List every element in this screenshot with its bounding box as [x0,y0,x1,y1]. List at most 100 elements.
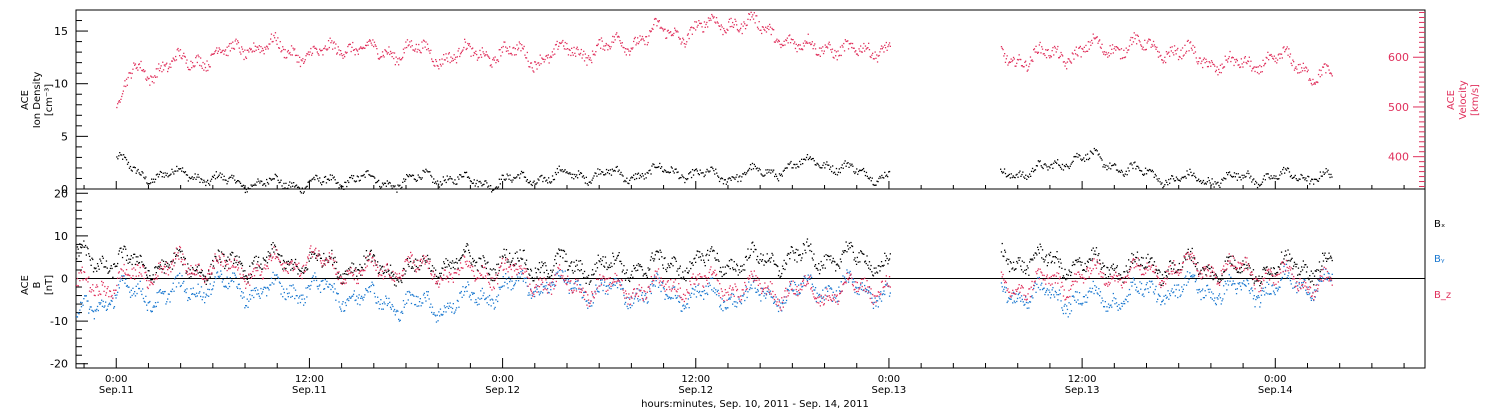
by-point [274,279,277,281]
velocity-point [742,25,744,27]
bx-point [1250,274,1252,276]
density-point [1046,166,1048,168]
velocity-point [516,44,518,46]
bx-point [1289,260,1292,262]
velocity-point [1262,59,1264,61]
density-point [1206,181,1208,183]
density-point [814,164,816,166]
velocity-point [1228,56,1230,58]
bx-point [219,258,221,260]
velocity-point [791,39,793,41]
density-point [613,169,615,172]
velocity-point [1122,57,1124,59]
velocity-point [348,43,351,45]
density-point [1026,178,1028,180]
bx-point [1000,251,1003,253]
bx-point [482,255,484,257]
bx-point [779,276,781,278]
by-point [615,277,617,280]
density-point [724,179,726,181]
by-point [169,301,171,303]
bx-point [720,271,722,273]
density-point [369,174,371,176]
velocity-point [1032,60,1034,62]
by-point [459,292,462,294]
density-point [405,178,407,181]
velocity-point [241,46,243,48]
bx-point [1152,264,1154,266]
density-point [741,176,743,178]
bx-point [605,262,607,264]
velocity-point [1321,74,1323,76]
bx-point [428,267,430,269]
by-point [670,297,673,299]
density-point [561,169,563,171]
bx-point [1161,284,1163,286]
velocity-point [792,39,794,41]
by-point [222,279,224,281]
by-point [722,310,724,312]
density-point [1272,177,1274,179]
velocity-point [1227,58,1230,60]
density-point [481,185,483,187]
bx-point [127,262,129,264]
velocity-point [419,51,421,53]
by-point [351,295,353,297]
velocity-point [1235,61,1237,63]
density-point [176,165,178,168]
velocity-point [521,44,523,46]
velocity-point [236,43,238,45]
by-point [145,295,147,297]
density-point [1194,175,1196,177]
velocity-point [1128,45,1131,47]
by-point [482,294,484,297]
bx-point [1011,268,1013,270]
velocity-point [624,48,627,50]
bx-point [827,254,829,257]
velocity-point [728,18,731,20]
by-point [458,306,460,308]
x-tick-time-label: 12:00 [681,374,710,385]
bx-point [1150,257,1152,259]
density-point [1109,162,1111,164]
velocity-point [1272,58,1275,60]
velocity-point [1268,59,1270,61]
density-point [782,170,784,172]
density-point [1135,168,1137,170]
bx-point [829,259,831,261]
bx-point [661,256,663,258]
by-point [641,294,643,296]
bx-point [1128,268,1131,271]
velocity-point [582,54,584,56]
velocity-point [423,40,425,42]
bx-point [653,260,655,262]
bx-point [1073,263,1075,266]
velocity-point [329,37,331,39]
velocity-point [1170,50,1172,52]
density-point [1093,147,1095,150]
velocity-point [572,54,574,56]
bx-point [374,260,376,262]
velocity-point [349,43,351,45]
bx-point [1109,273,1111,275]
velocity-point [369,39,371,41]
density-point [320,182,322,184]
by-point [214,276,216,278]
bx-point [1289,253,1291,255]
velocity-point [1326,65,1329,67]
by-point [762,291,764,293]
bx-point [194,270,196,272]
bx-point [212,259,214,262]
by-point [420,305,422,307]
velocity-point [154,76,157,78]
by-point [285,298,287,301]
density-point [221,173,223,175]
density-point [865,171,868,174]
velocity-point [1313,82,1316,84]
velocity-point [452,59,454,62]
velocity-point [429,52,431,54]
density-point [687,178,689,180]
bx-point [533,280,535,282]
by-point [506,283,508,285]
density-point [1139,169,1141,172]
